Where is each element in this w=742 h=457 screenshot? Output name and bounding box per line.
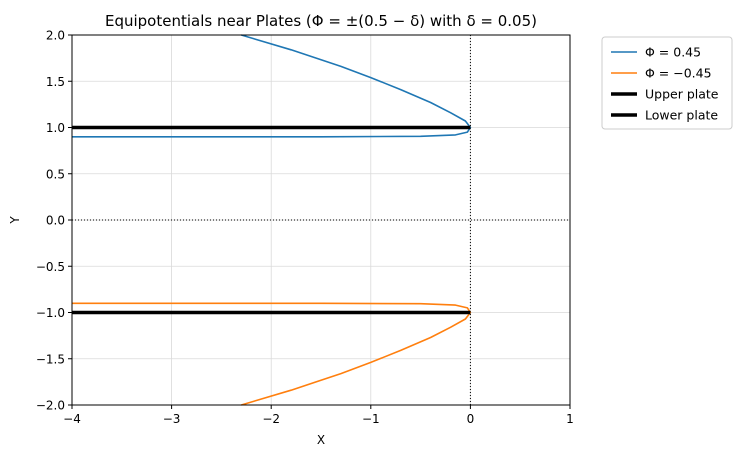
y-tick-label-6: 1.0	[46, 121, 65, 135]
legend-label-2: Upper plate	[645, 87, 719, 102]
reference-lines	[72, 35, 570, 405]
legend-label-0: Φ = 0.45	[645, 45, 701, 60]
x-tick-label-3: −1	[362, 412, 380, 426]
y-tick-label-1: −1.5	[36, 352, 65, 366]
y-tick-label-0: −2.0	[36, 399, 65, 413]
legend-frame	[601, 36, 733, 130]
chart-title: Equipotentials near Plates (Φ = ±(0.5 − …	[105, 12, 537, 30]
y-axis-label: Y	[8, 216, 22, 225]
legend-label-1: Φ = −0.45	[645, 66, 712, 81]
x-axis-label: X	[317, 433, 325, 447]
series-line-0	[72, 34, 472, 138]
x-tick-label-4: 0	[467, 412, 475, 426]
x-tick-label-1: −3	[163, 412, 181, 426]
x-ticks: −4 −3 −2 −1 0 1	[63, 405, 574, 426]
x-tick-label-5: 1	[566, 412, 574, 426]
legend-label-3: Lower plate	[645, 108, 718, 123]
y-tick-label-2: −1.0	[36, 306, 65, 320]
y-tick-label-3: −0.5	[36, 260, 65, 274]
series-line-1	[72, 302, 472, 406]
y-ticks: −2.0 −1.5 −1.0 −0.5 0.0 0.5 1.0 1.5 2.0	[36, 29, 72, 413]
y-tick-label-7: 1.5	[46, 75, 65, 89]
y-tick-label-8: 2.0	[46, 29, 65, 43]
x-tick-label-0: −4	[63, 412, 81, 426]
series-lines	[72, 34, 472, 406]
legend: Φ = 0.45 Φ = −0.45 Upper plate Lower plate	[601, 36, 733, 130]
y-tick-label-5: 0.5	[46, 167, 65, 181]
x-tick-label-2: −2	[262, 412, 280, 426]
y-tick-label-4: 0.0	[46, 214, 65, 228]
